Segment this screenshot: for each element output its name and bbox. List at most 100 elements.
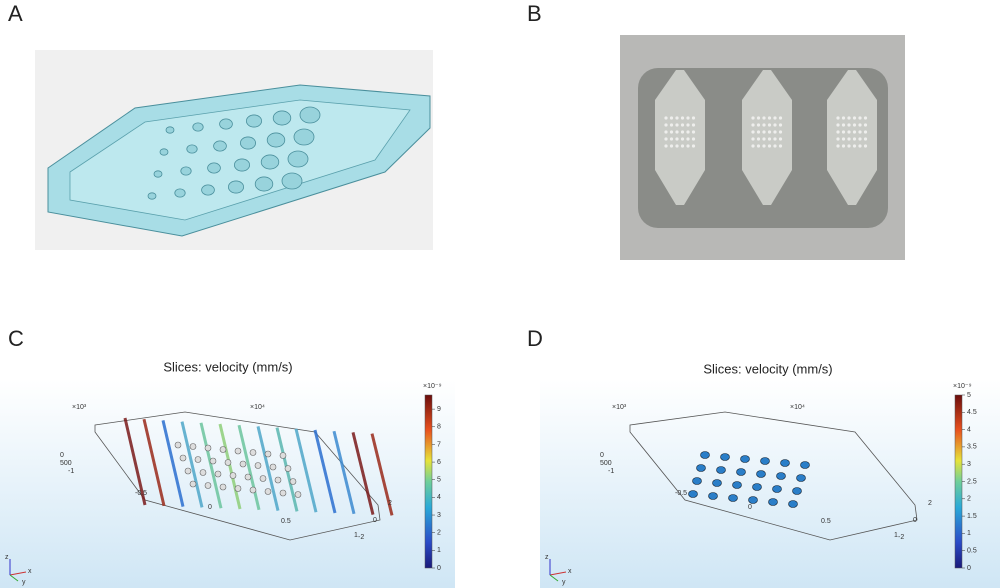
chips	[655, 70, 877, 205]
device-outline	[94, 411, 381, 541]
y-tick-label: 0	[913, 517, 917, 524]
well	[207, 162, 221, 174]
pillar	[174, 441, 182, 449]
chip-well	[767, 116, 772, 120]
slice	[237, 424, 261, 511]
chip-well	[858, 137, 862, 141]
colorbar-tick-label: 3.5	[967, 444, 977, 451]
chip-well	[762, 137, 766, 141]
colorbar	[424, 394, 433, 569]
chip-well	[664, 130, 668, 134]
slice	[313, 429, 337, 514]
chip-well	[691, 130, 696, 134]
pillar	[179, 454, 187, 462]
chip-well	[680, 116, 685, 120]
chip-well	[858, 116, 862, 120]
pillar	[259, 475, 267, 482]
chip-well	[669, 116, 674, 120]
chip-channel	[655, 70, 705, 205]
pillar	[239, 460, 247, 468]
slice	[370, 433, 394, 516]
colorbar-tick-label: 7	[437, 441, 441, 448]
well	[260, 154, 280, 170]
x-tick-label: 0	[748, 504, 752, 511]
well	[272, 110, 292, 126]
pillar	[279, 489, 287, 497]
panel-title: Slices: velocity (mm/s)	[163, 359, 292, 374]
well	[159, 148, 169, 156]
chip-well	[836, 144, 840, 148]
well	[254, 176, 274, 192]
pillar	[264, 450, 272, 458]
slice	[294, 428, 318, 513]
chip-well	[773, 137, 777, 141]
chip-well	[669, 130, 674, 134]
pillar	[740, 455, 750, 463]
chip-well	[767, 123, 772, 127]
pillar	[229, 472, 237, 479]
chip-well	[863, 137, 868, 141]
chip-well	[773, 116, 777, 120]
chip-well	[847, 144, 851, 148]
panel-c	[0, 380, 455, 588]
chip-well	[686, 116, 690, 120]
chip-well	[762, 130, 766, 134]
chip-well	[762, 116, 766, 120]
plot-background	[0, 380, 455, 588]
colorbar-tick-label: 0	[967, 565, 971, 572]
well	[153, 170, 163, 178]
chip-well	[675, 144, 679, 148]
chip-well	[841, 130, 846, 134]
pillar	[244, 473, 252, 481]
slice	[161, 420, 185, 507]
pillar	[184, 467, 192, 475]
well	[239, 136, 256, 150]
chip-well	[686, 137, 690, 141]
triad-x	[9, 571, 27, 576]
x-tick-label: 1	[354, 532, 358, 539]
chip-well	[767, 130, 772, 134]
slices	[123, 417, 394, 516]
pillar	[776, 472, 786, 480]
chip-well	[686, 130, 690, 134]
y-tick-label: -2	[898, 534, 904, 541]
z-tick-label: -1	[68, 468, 74, 475]
chip-well	[680, 137, 685, 141]
chip-well	[751, 144, 755, 148]
pillars	[688, 451, 810, 508]
chip-well	[756, 116, 761, 120]
chip-well	[751, 116, 755, 120]
chip-well	[675, 123, 679, 127]
well	[245, 114, 262, 128]
z-tick-label: 0	[600, 452, 604, 459]
chip-well	[675, 137, 679, 141]
chip-well	[852, 116, 857, 120]
pillar	[760, 457, 770, 465]
colorbar-tick-label: 6	[437, 459, 441, 466]
chip-well	[778, 144, 783, 148]
pillar	[768, 498, 778, 506]
pillar	[204, 444, 212, 452]
pillar	[752, 483, 762, 491]
pillar	[708, 492, 718, 500]
triad-label: x	[28, 568, 32, 575]
chip-well	[841, 137, 846, 141]
chip-well	[664, 123, 668, 127]
chip-channel	[742, 70, 792, 205]
chip-well	[669, 123, 674, 127]
pillar	[254, 462, 262, 469]
panel-label: A	[8, 1, 23, 26]
colorbar-tick-label: 5	[967, 392, 971, 399]
chip-well	[773, 123, 777, 127]
pillar	[199, 469, 207, 476]
colorbar-tick-label: 9	[437, 406, 441, 413]
chip-well	[836, 137, 840, 141]
chip-well	[756, 123, 761, 127]
pillar	[249, 486, 257, 494]
chip-well	[691, 137, 696, 141]
chip-well	[756, 130, 761, 134]
pillar	[194, 456, 202, 463]
slice	[256, 426, 280, 511]
pillar	[800, 461, 810, 469]
chip-well	[675, 116, 679, 120]
